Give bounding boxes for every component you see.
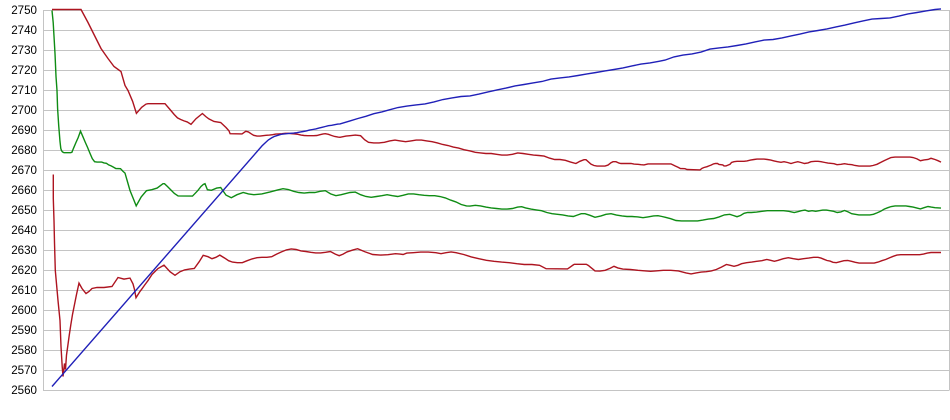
svg-text:2660: 2660	[11, 184, 37, 197]
svg-text:2580: 2580	[11, 344, 37, 357]
svg-text:2570: 2570	[11, 364, 37, 377]
svg-text:2600: 2600	[11, 304, 37, 317]
svg-text:2680: 2680	[11, 144, 37, 157]
svg-text:2730: 2730	[11, 44, 37, 57]
svg-text:2690: 2690	[11, 124, 37, 137]
svg-text:2720: 2720	[11, 64, 37, 77]
svg-text:2650: 2650	[11, 204, 37, 217]
svg-text:2750: 2750	[11, 4, 37, 17]
svg-text:2740: 2740	[11, 24, 37, 37]
svg-text:2620: 2620	[11, 264, 37, 277]
svg-text:2630: 2630	[11, 244, 37, 257]
svg-text:2670: 2670	[11, 164, 37, 177]
svg-text:2640: 2640	[11, 224, 37, 237]
svg-text:2710: 2710	[11, 84, 37, 97]
svg-text:2610: 2610	[11, 284, 37, 297]
svg-text:2560: 2560	[11, 384, 37, 397]
svg-text:2700: 2700	[11, 104, 37, 117]
svg-text:2590: 2590	[11, 324, 37, 337]
